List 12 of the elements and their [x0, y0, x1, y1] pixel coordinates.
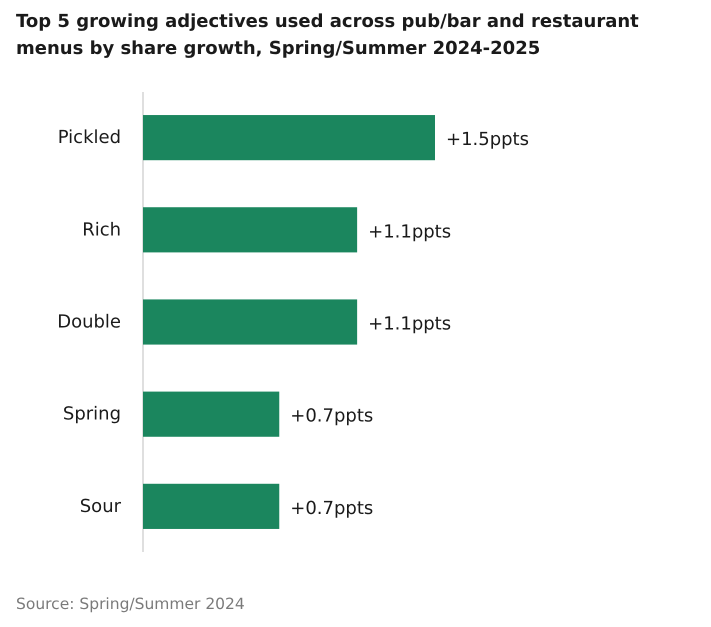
y-tick-label: Rich: [82, 219, 121, 240]
data-label: +1.5ppts: [446, 129, 529, 150]
data-label: +0.7ppts: [290, 406, 374, 427]
data-label: +1.1ppts: [368, 221, 452, 242]
y-tick-label: Spring: [62, 404, 121, 425]
y-tick-label: Pickled: [58, 127, 121, 148]
y-tick-label: Sour: [80, 496, 122, 517]
data-label: +0.7ppts: [290, 498, 374, 519]
chart-title: Top 5 growing adjectives used across pub/bar and restaurant menus by share growth, Spring/Summer 2024-2025: [16, 11, 640, 59]
source-note: Source: Spring/Summer 2024: [16, 595, 245, 613]
data-label: +1.1ppts: [368, 314, 452, 334]
y-tick-label: Double: [57, 312, 121, 332]
